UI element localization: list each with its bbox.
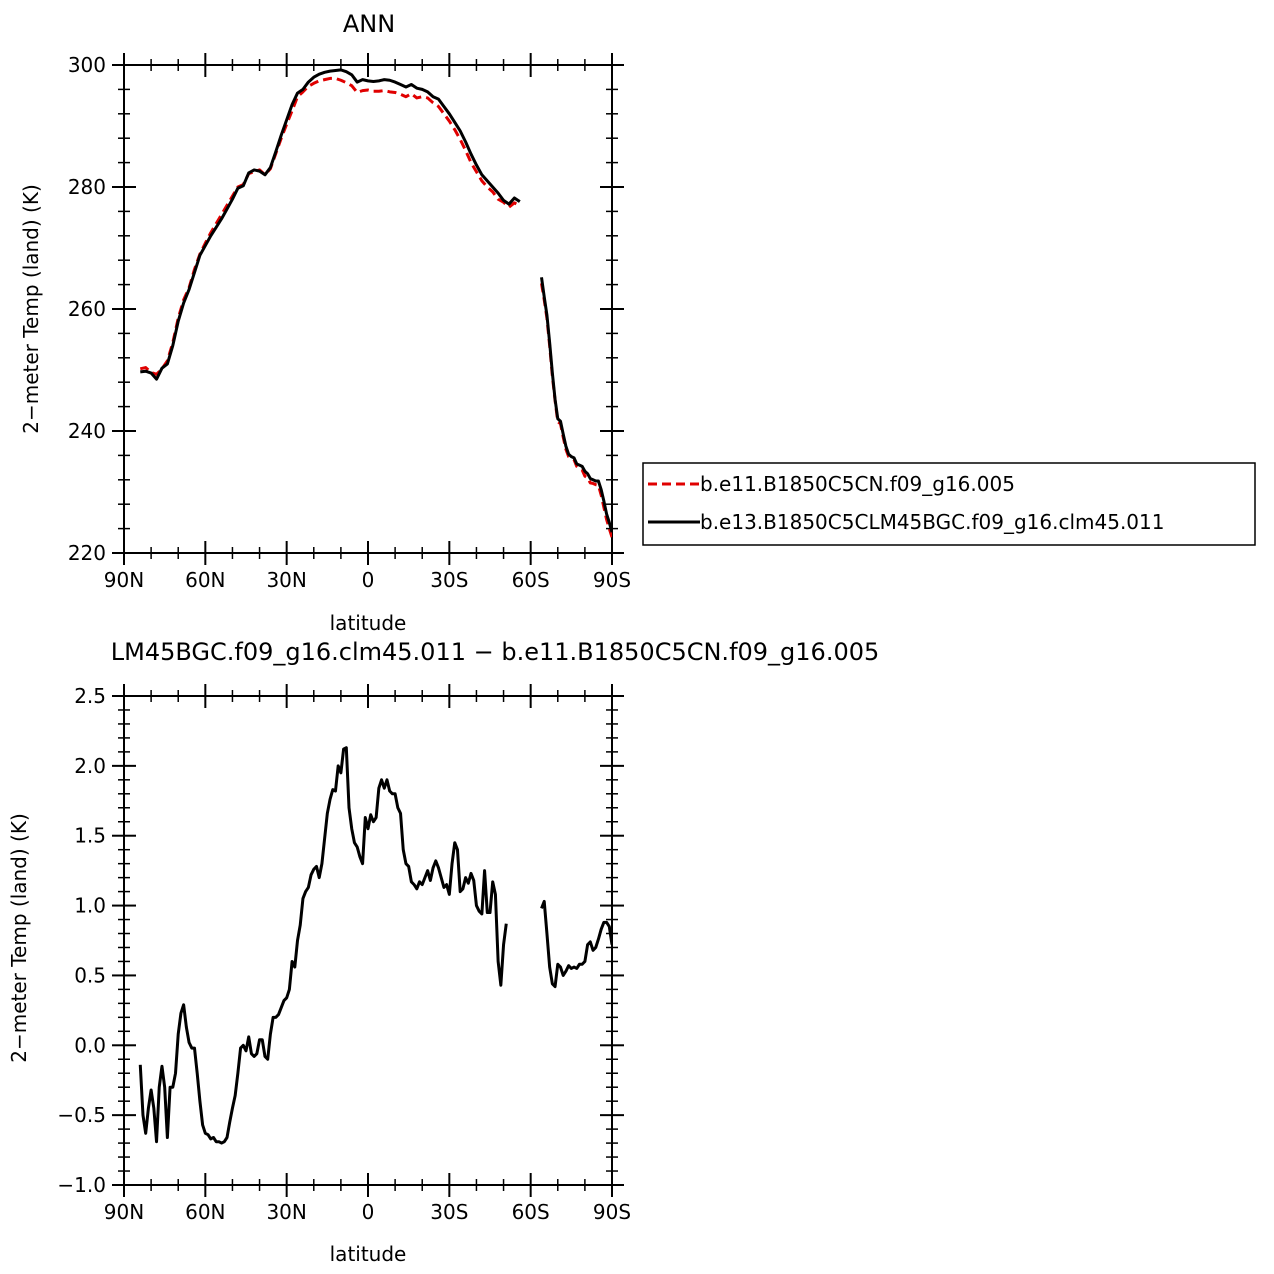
top-x-tick-label: 30S (430, 568, 468, 592)
bottom-title: LM45BGC.f09_g16.clm45.011 − b.e11.B1850C… (111, 638, 880, 666)
top-panel: ANN 90N 60N 30N 0 30S 60S 90S 220 240 260 280 300 l… (19, 10, 1256, 635)
bottom-xlabel: latitude (330, 1242, 407, 1266)
legend-label-series-2: b.e13.B1850C5CLM45BGC.f09_g16.clm45.011 (700, 510, 1164, 534)
bottom-x-tick-label: 90S (593, 1200, 631, 1224)
bottom-y-tick-label: 1.5 (74, 824, 106, 848)
bottom-y-tick-label: 2.0 (74, 754, 106, 778)
top-plot-frame (123, 64, 613, 554)
bottom-plot-frame (123, 695, 613, 1186)
bottom-x-tick-label: 60N (185, 1200, 225, 1224)
top-title: ANN (343, 10, 395, 38)
top-series-2-line (540, 277, 612, 533)
bottom-panel: LM45BGC.f09_g16.clm45.011 − b.e11.B1850C… (7, 638, 879, 1266)
top-y-tick-label: 280 (68, 175, 106, 199)
top-series-group (139, 68, 612, 538)
top-xlabel: latitude (330, 611, 407, 635)
bottom-ylabel: 2−meter Temp (land) (K) (7, 813, 31, 1063)
bottom-y-tick-label: 1.0 (74, 894, 106, 918)
bottom-x-tick-label: 30N (266, 1200, 306, 1224)
top-series-2-line (140, 68, 521, 381)
bottom-y-tick-label: 0.5 (74, 963, 106, 987)
top-x-tick-label: 30N (266, 568, 306, 592)
bottom-axes: 90N 60N 30N 0 30S 60S 90S −1.0 −0.5 0.0 0.5 1.0 1.5 2… (57, 684, 631, 1224)
top-x-tick-label: 60S (512, 568, 550, 592)
top-x-tick-label: 0 (362, 568, 375, 592)
top-axes: 90N 60N 30N 0 30S 60S 90S 220 240 260 280 300 (68, 53, 631, 592)
top-y-tick-label: 240 (68, 419, 106, 443)
bottom-y-tick-label: −1.0 (57, 1173, 106, 1197)
bottom-series-1-line (540, 899, 612, 989)
top-y-tick-label: 220 (68, 541, 106, 565)
top-y-tick-label: 300 (68, 53, 106, 77)
legend: b.e11.B1850C5CN.f09_g16.005 b.e13.B1850C… (642, 462, 1256, 546)
top-series-1-line (540, 283, 612, 538)
bottom-x-tick-label: 0 (362, 1200, 375, 1224)
top-x-tick-label: 60N (185, 568, 225, 592)
legend-label-series-1: b.e11.B1850C5CN.f09_g16.005 (700, 472, 1015, 496)
bottom-x-tick-label: 30S (430, 1200, 468, 1224)
bottom-y-tick-label: 0.0 (74, 1033, 106, 1057)
bottom-series-group (138, 746, 612, 1145)
top-series-1-line (139, 76, 521, 376)
bottom-x-tick-label: 60S (512, 1200, 550, 1224)
bottom-y-tick-label: −0.5 (57, 1103, 106, 1127)
bottom-x-tick-label: 90N (104, 1200, 144, 1224)
top-x-tick-label: 90N (104, 568, 144, 592)
top-y-tick-label: 260 (68, 297, 106, 321)
bottom-series-1-line (138, 746, 508, 1145)
top-x-tick-label: 90S (593, 568, 631, 592)
legend-box (642, 462, 1256, 546)
bottom-y-tick-label: 2.5 (74, 684, 106, 708)
top-ylabel: 2−meter Temp (land) (K) (19, 184, 43, 434)
